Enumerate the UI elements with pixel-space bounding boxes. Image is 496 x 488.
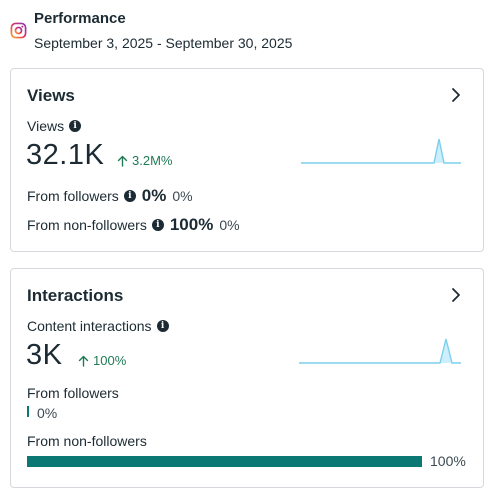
non-followers-percent: 100% [169, 215, 214, 234]
followers-label-group: From followers i [27, 188, 136, 204]
followers-row: From followers i 0% 0% [27, 186, 193, 206]
non-followers-change: 0% [219, 217, 240, 233]
sparkline-chart [299, 338, 461, 364]
non-followers-percent: 100% [430, 453, 466, 469]
metric-value: 32.1K [26, 139, 105, 171]
non-followers-label: From non-followers [27, 217, 147, 233]
metric-label-text: Content interactions [27, 318, 152, 334]
followers-bar [27, 406, 29, 417]
arrow-up-icon [117, 155, 128, 167]
delta-value: 100% [93, 353, 127, 368]
page-title: Performance [34, 10, 126, 27]
metric-value: 3K [26, 339, 63, 371]
followers-percent: 0% [141, 186, 167, 205]
performance-header: Performance September 3, 2025 - Septembe… [10, 8, 490, 58]
delta-value: 3.2M% [132, 153, 173, 168]
followers-label: From followers [27, 188, 119, 204]
sparkline-chart [301, 138, 461, 164]
instagram-icon [10, 22, 27, 39]
delta-badge: 3.2M% [117, 153, 172, 168]
followers-change: 0% [172, 188, 193, 204]
info-icon[interactable]: i [151, 219, 164, 231]
non-followers-bar [27, 456, 422, 467]
interactions-card[interactable]: Interactions Content interactions i 3K 1… [10, 268, 484, 488]
info-icon[interactable]: i [156, 320, 169, 332]
followers-percent: 0% [37, 405, 58, 421]
card-title: Interactions [27, 286, 124, 305]
date-range: September 3, 2025 - September 30, 2025 [34, 35, 293, 51]
non-followers-label-group: From non-followers i [27, 217, 164, 233]
followers-label: From followers [27, 385, 119, 401]
metric-label-text: Views [27, 118, 65, 134]
views-card[interactable]: Views Views i 32.1K 3.2M% From followers… [10, 68, 484, 252]
info-icon[interactable]: i [69, 120, 82, 132]
card-title: Views [27, 86, 75, 105]
metric-label: Content interactions i [27, 318, 169, 334]
chevron-right-icon[interactable] [449, 286, 463, 304]
metric-label: Views i [27, 118, 82, 134]
delta-badge: 100% [78, 353, 126, 368]
non-followers-label: From non-followers [27, 433, 147, 449]
non-followers-row: From non-followers i 100% 0% [27, 215, 240, 235]
arrow-up-icon [78, 355, 89, 367]
non-followers-bar-track [27, 456, 422, 467]
chevron-right-icon[interactable] [449, 86, 463, 104]
info-icon[interactable]: i [123, 190, 136, 202]
